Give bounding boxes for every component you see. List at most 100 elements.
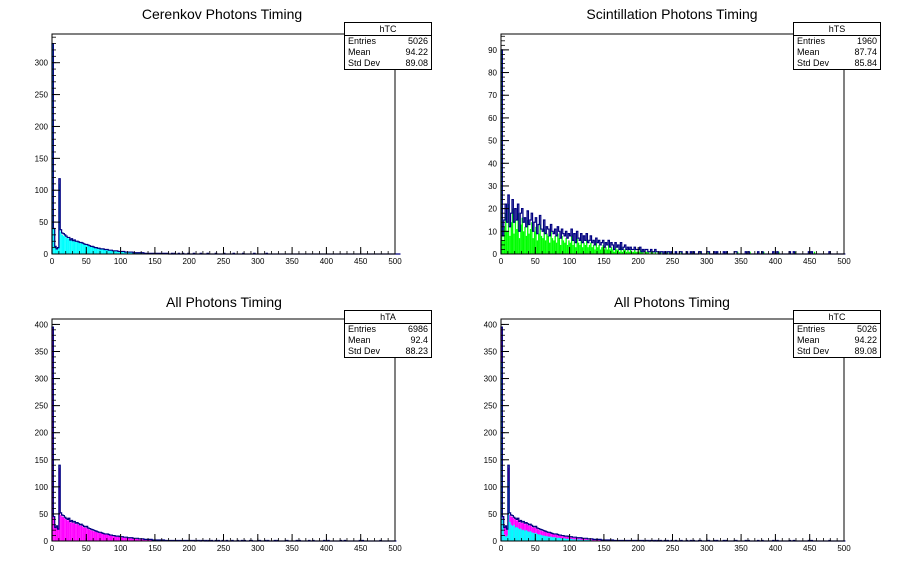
histogram-bin: [599, 249, 602, 254]
histogram-bin: [599, 539, 602, 541]
x-tick-label: 450: [354, 257, 368, 266]
histogram-bin: [61, 516, 63, 541]
histogram-bin: [586, 240, 588, 254]
histogram-bin: [513, 233, 515, 254]
histogram-bin: [591, 539, 593, 541]
histogram-bin: [623, 249, 625, 254]
histogram-bin: [511, 208, 514, 254]
histogram-bin: [115, 536, 117, 541]
histogram-bin: [121, 537, 124, 541]
histogram-bin: [610, 247, 613, 254]
histogram-bin: [52, 327, 54, 541]
histogram-bin: [119, 537, 121, 541]
histogram-bin: [73, 522, 76, 541]
histogram-bin: [69, 522, 72, 541]
histogram-bin: [535, 532, 537, 541]
histogram-bin: [736, 251, 739, 254]
histogram-bin: [642, 251, 644, 254]
histogram-bin: [544, 240, 547, 254]
histogram-bin: [509, 522, 511, 541]
histogram-bin: [558, 238, 560, 254]
histogram-bin: [635, 251, 637, 254]
histogram-bin: [624, 249, 626, 254]
plot-title: Cerenkov Photons Timing: [141, 6, 303, 22]
histogram-bin: [138, 252, 140, 254]
x-tick-label: 100: [114, 257, 128, 266]
stats-hist-name: hTC: [794, 311, 880, 324]
x-tick-label: 450: [803, 257, 817, 266]
stats-value: 1960: [856, 36, 877, 46]
histogram-bin: [566, 536, 569, 541]
x-tick-label: 350: [734, 544, 748, 553]
histogram-bin: [130, 538, 132, 541]
stats-value: 89.08: [854, 346, 877, 356]
histogram-bin: [543, 229, 545, 254]
histogram-pad-all-photons-overlay: All Photons Timing 0 50 100 150 200 250 300 350…: [449, 288, 898, 576]
histogram-bin: [101, 533, 103, 541]
histogram-bin: [636, 251, 639, 254]
histogram-bin: [67, 520, 69, 541]
histogram-bin: [80, 525, 83, 541]
histogram-bin: [89, 246, 91, 254]
histogram-bin: [568, 240, 570, 254]
stats-value: 6986: [407, 324, 428, 334]
y-tick-label: 50: [488, 510, 497, 519]
stats-row-mean: Mean 94.22: [345, 47, 431, 58]
histogram-bin: [123, 252, 125, 254]
histogram-bin: [121, 251, 124, 254]
x-tick-label: 350: [285, 257, 299, 266]
histogram-bin: [520, 224, 522, 254]
histogram-bin: [102, 533, 105, 541]
stats-hist-name: hTC: [345, 23, 431, 36]
histogram-bin: [80, 242, 83, 254]
x-tick-label: 250: [666, 257, 680, 266]
histogram-bin: [573, 539, 576, 541]
histogram-bin: [613, 251, 615, 254]
histogram-bin: [590, 539, 592, 541]
histogram-bin: [62, 517, 65, 541]
histogram-bin: [555, 537, 558, 541]
histogram-bin: [89, 529, 91, 541]
x-tick-label: 50: [82, 257, 91, 266]
histogram-bin: [128, 538, 131, 541]
x-tick-label: 450: [354, 544, 368, 553]
histogram-bin: [139, 252, 142, 254]
stats-label: Mean: [797, 47, 820, 57]
histogram-bin: [145, 539, 147, 541]
y-tick-label: 0: [44, 537, 49, 546]
y-tick-label: 50: [488, 137, 497, 146]
x-tick-label: 150: [148, 544, 162, 553]
y-tick-label: 0: [493, 250, 498, 259]
y-tick-label: 40: [488, 159, 497, 168]
histogram-bin: [568, 538, 570, 541]
stats-row-mean: Mean 92.4: [345, 335, 431, 346]
histogram-bin: [580, 538, 582, 541]
histogram-bin: [629, 249, 632, 254]
x-tick-label: 200: [632, 257, 646, 266]
histogram-bin: [505, 525, 507, 541]
histogram-bin: [547, 536, 550, 541]
histogram-bin: [71, 239, 73, 254]
histogram-bin: [110, 250, 113, 254]
histogram-bin: [536, 533, 539, 541]
y-tick-label: 200: [35, 429, 49, 438]
x-tick-label: 200: [632, 544, 646, 553]
histogram-bin: [511, 525, 514, 541]
x-tick-label: 300: [700, 257, 714, 266]
histogram-bin: [554, 537, 556, 541]
histogram-bin: [591, 247, 593, 254]
histogram-bin: [110, 535, 113, 541]
histogram-bin: [608, 244, 610, 254]
x-tick-label: 200: [183, 544, 197, 553]
histogram-bin: [570, 235, 573, 254]
histogram-bin: [579, 244, 581, 254]
histogram-bin: [126, 252, 128, 254]
y-tick-label: 30: [488, 182, 497, 191]
histogram-bin: [557, 537, 559, 541]
histogram-bin: [533, 533, 536, 541]
x-tick-label: 250: [217, 257, 231, 266]
stats-box: hTC Entries 5026 Mean 94.22 Std Dev 89.08: [793, 310, 881, 358]
y-tick-label: 300: [484, 375, 498, 384]
histogram-bin: [564, 242, 566, 254]
y-tick-label: 80: [488, 69, 497, 78]
